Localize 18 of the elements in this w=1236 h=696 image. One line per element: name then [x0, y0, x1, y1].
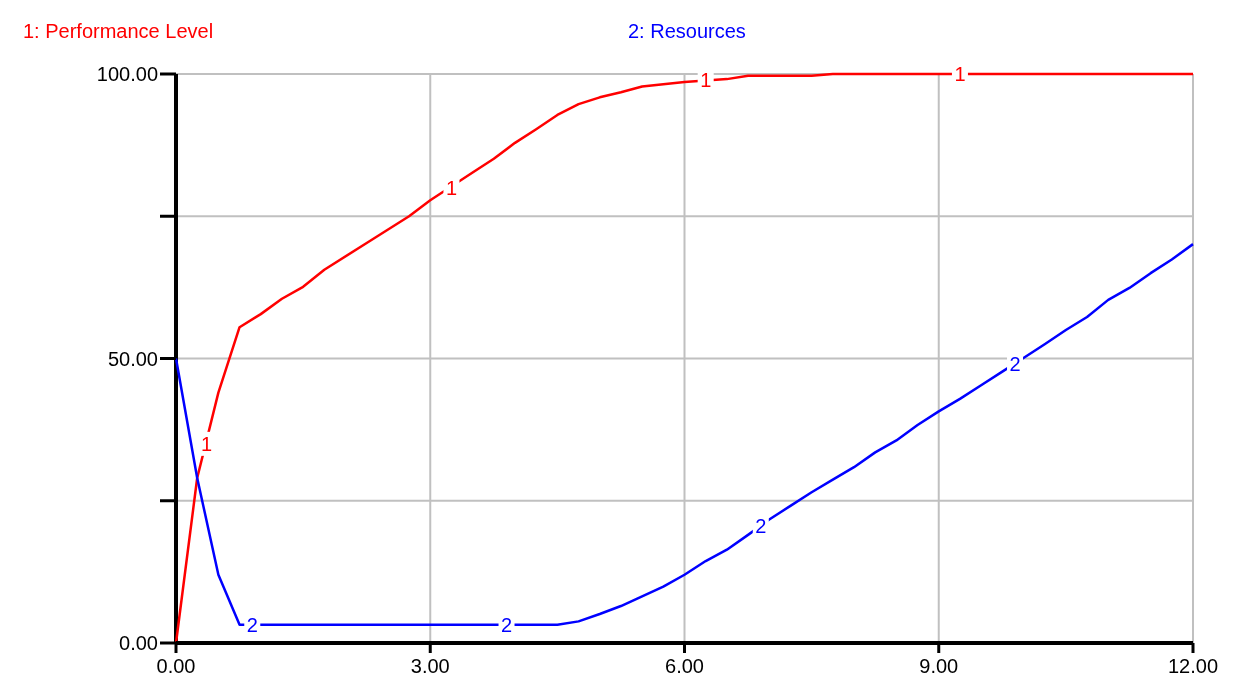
x-tick-label: 3.00 [410, 655, 450, 677]
y-tick-label: 50.00 [107, 347, 158, 370]
y-tick-label: 0.00 [119, 632, 158, 654]
annotation: 1 [200, 432, 213, 455]
annotation: 1 [954, 63, 966, 85]
x-tick-label: 6.00 [665, 655, 704, 677]
annotation: 2 [1009, 353, 1021, 376]
x-tick-label: 9.00 [919, 655, 959, 677]
x-tick-label: 12.00 [1167, 655, 1219, 677]
annotation: 2 [246, 613, 258, 636]
x-tick-label: 0.00 [156, 655, 196, 677]
annotation: 1 [700, 68, 712, 91]
annotation: 2 [500, 613, 513, 636]
annotation: 2 [755, 515, 767, 538]
text: 1: Performance Level [23, 20, 214, 42]
y-tick-label: 100.00 [96, 63, 158, 85]
text: 2: Resources [628, 20, 746, 42]
annotation: 1 [445, 176, 457, 199]
